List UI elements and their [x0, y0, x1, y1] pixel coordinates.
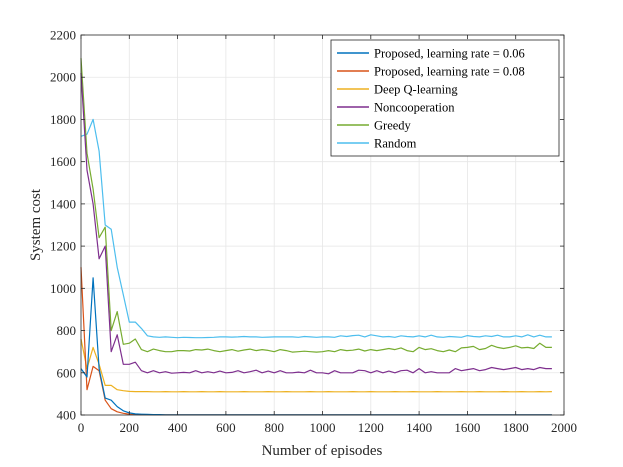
y-tick-label: 600	[57, 365, 77, 380]
axis-ticks	[80, 34, 565, 416]
series-line-4	[80, 72, 552, 375]
x-tick-label: 600	[216, 420, 236, 435]
y-tick-label: 2000	[50, 70, 76, 85]
legend-label: Proposed, learning rate = 0.08	[374, 65, 525, 79]
y-tick-label: 2200	[50, 28, 76, 43]
series-line-5	[80, 58, 552, 353]
tick-labels: 0 200 400 600 800 1000 1200 1400 1600 1800 2000 400…	[50, 28, 577, 436]
x-axis-label: Number of episodes	[262, 443, 383, 459]
x-tick-label: 2000	[551, 420, 577, 435]
y-tick-label: 800	[57, 323, 77, 338]
legend-label: Proposed, learning rate = 0.06	[374, 47, 525, 61]
x-tick-label: 400	[168, 420, 188, 435]
legend-label: Random	[374, 137, 417, 151]
y-tick-label: 1800	[50, 112, 76, 127]
x-tick-label: 1600	[454, 420, 480, 435]
y-tick-label: 1600	[50, 154, 76, 169]
x-tick-label: 800	[264, 420, 284, 435]
x-tick-label: 1400	[406, 420, 432, 435]
x-tick-label: 1800	[503, 420, 529, 435]
y-tick-label: 400	[57, 408, 77, 423]
legend-label: Deep Q-learning	[374, 83, 458, 97]
y-tick-label: 1200	[50, 239, 76, 254]
x-tick-label: 0	[78, 420, 85, 435]
x-tick-label: 1200	[358, 420, 384, 435]
legend-label: Greedy	[374, 119, 412, 133]
legend-label: Noncooperation	[374, 101, 455, 115]
y-tick-label: 1000	[50, 281, 76, 296]
x-tick-label: 1000	[310, 420, 336, 435]
x-tick-label: 200	[120, 420, 140, 435]
y-axis-label: System cost	[28, 188, 44, 261]
series-line-3	[80, 338, 552, 393]
legend: Proposed, learning rate = 0.06 Proposed, …	[330, 39, 560, 157]
legend-box	[330, 39, 560, 157]
series-line-6	[80, 118, 552, 339]
y-tick-label: 1400	[50, 196, 76, 211]
